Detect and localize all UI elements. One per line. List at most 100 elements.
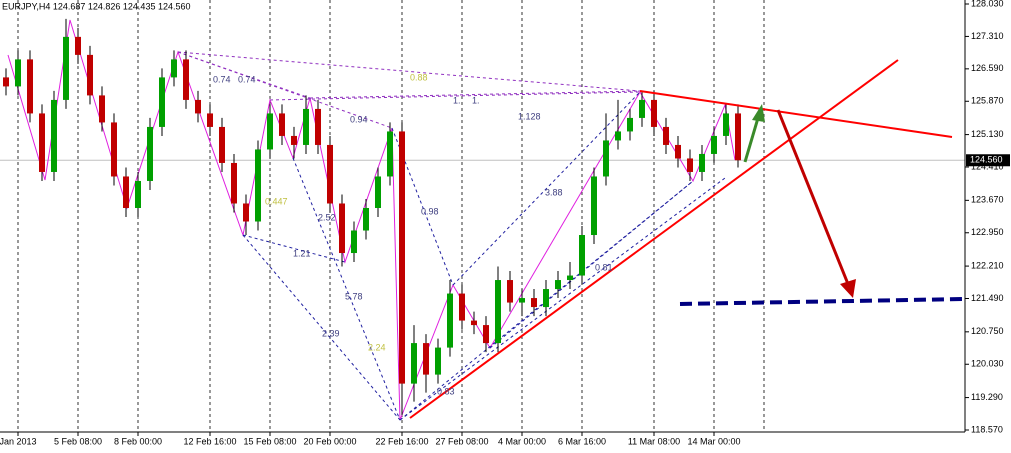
candle-body: [351, 230, 357, 254]
pattern-dashes-navy: [242, 91, 726, 421]
y-tick-label: 120.030: [971, 359, 1004, 369]
y-tick-label: 119.290: [971, 392, 1003, 402]
candle-body: [459, 293, 465, 321]
candle-body: [423, 343, 429, 375]
fib-annotation: 0.74: [213, 74, 231, 84]
fib-annotation: 2.24: [368, 342, 386, 352]
candle-body: [39, 113, 45, 172]
red-arrow: [776, 109, 856, 298]
x-tick-label: 14 Mar 00:00: [687, 436, 740, 446]
candle-body: [387, 131, 393, 177]
candle-body: [471, 320, 477, 326]
y-tick-label: 125.870: [971, 96, 1004, 106]
candle-body: [15, 59, 21, 87]
x-tick-label: 4 Mar 00:00: [498, 436, 546, 446]
y-tick-label: 121.490: [971, 293, 1004, 303]
fib-annotation: 0.88: [410, 72, 428, 82]
candle-body: [687, 158, 693, 172]
candle-body: [675, 144, 681, 159]
x-tick-label: 5 Feb 08:00: [54, 436, 102, 446]
x-tick-label: 6 Mar 16:00: [558, 436, 606, 446]
candle-body: [603, 140, 609, 177]
candle-body: [303, 108, 309, 145]
candle-body: [651, 99, 657, 127]
pattern-dashes: [177, 51, 641, 129]
fib-annotation: 0.74: [238, 74, 256, 84]
candle-body: [399, 131, 405, 384]
candle-body: [51, 99, 57, 172]
candle-body: [339, 203, 345, 254]
candle-body: [3, 77, 9, 87]
current-price-box: [966, 154, 1010, 167]
candle-body: [519, 298, 525, 303]
y-tick-label: 127.310: [971, 31, 1004, 41]
y-tick-label: 118.570: [971, 424, 1003, 434]
candle-body: [639, 99, 645, 118]
x-tick-label: Jan 2013: [0, 436, 37, 446]
candle-body: [531, 298, 537, 308]
fib-annotation: 0.94: [350, 114, 368, 124]
candle-body: [699, 153, 705, 172]
fib-annotation: 1.: [472, 95, 480, 105]
candle-body: [711, 135, 717, 154]
candle-body: [579, 235, 585, 276]
candles: [3, 18, 741, 416]
resistance-line: [639, 90, 953, 138]
candle-body: [555, 280, 561, 290]
candle-body: [111, 122, 117, 177]
candle-body: [375, 176, 381, 208]
x-tick-label: 8 Feb 00:00: [114, 436, 162, 446]
x-tick-label: 11 Mar 08:00: [628, 436, 680, 446]
candle-body: [267, 113, 273, 150]
candle-body: [159, 77, 165, 127]
fib-annotation: 2.39: [322, 328, 340, 338]
fib-annotation: 3.88: [545, 187, 563, 197]
fib-annotation: 1.21: [293, 248, 311, 258]
candle-body: [279, 113, 285, 136]
candle-body: [99, 95, 105, 123]
candle-body: [483, 325, 489, 344]
x-tick-label: 12 Feb 16:00: [183, 436, 236, 446]
y-tick-label: 123.670: [971, 195, 1004, 205]
candle-body: [723, 113, 729, 136]
candle-body: [147, 126, 153, 181]
support-line: [409, 59, 899, 419]
candle-body: [231, 162, 237, 204]
x-tick-label: 20 Feb 00:00: [303, 436, 356, 446]
candle-body: [87, 54, 93, 96]
x-tick-label: 22 Feb 16:00: [375, 436, 428, 446]
y-tick-label: 126.590: [971, 63, 1004, 73]
candle-body: [363, 207, 369, 231]
candle-body: [135, 180, 141, 208]
y-tick-label: 128.030: [971, 0, 1004, 8]
candle-body: [567, 275, 573, 281]
candle-body: [435, 347, 441, 375]
fib-annotation: 0.447: [265, 196, 288, 206]
candle-body: [447, 293, 453, 348]
candle-body: [495, 280, 501, 344]
target-line: [679, 297, 966, 306]
candle-body: [411, 343, 417, 384]
price-axis: [965, 0, 1011, 453]
x-tick-label: 15 Feb 08:00: [243, 436, 296, 446]
candle-body: [327, 144, 333, 204]
y-tick-label: 122.950: [971, 227, 1004, 237]
candle-body: [27, 59, 33, 114]
y-tick-label: 120.750: [971, 326, 1004, 336]
candle-body: [315, 108, 321, 145]
candle-body: [507, 280, 513, 303]
fib-annotation: 0.81: [595, 262, 613, 272]
y-tick-label: 124.410: [971, 161, 1004, 171]
fib-annotation: 0.98: [421, 206, 439, 216]
candle-body: [207, 113, 213, 127]
candle-body: [183, 59, 189, 100]
grid: [0, 0, 965, 432]
current-price-label: 124.560: [970, 155, 1003, 165]
candle-body: [243, 203, 249, 222]
candle-body: [291, 135, 297, 145]
chart-title: EURJPY,H4 124.687 124.826 124.435 124.56…: [2, 1, 191, 11]
candle-body: [735, 113, 741, 161]
candle-body: [255, 149, 261, 222]
